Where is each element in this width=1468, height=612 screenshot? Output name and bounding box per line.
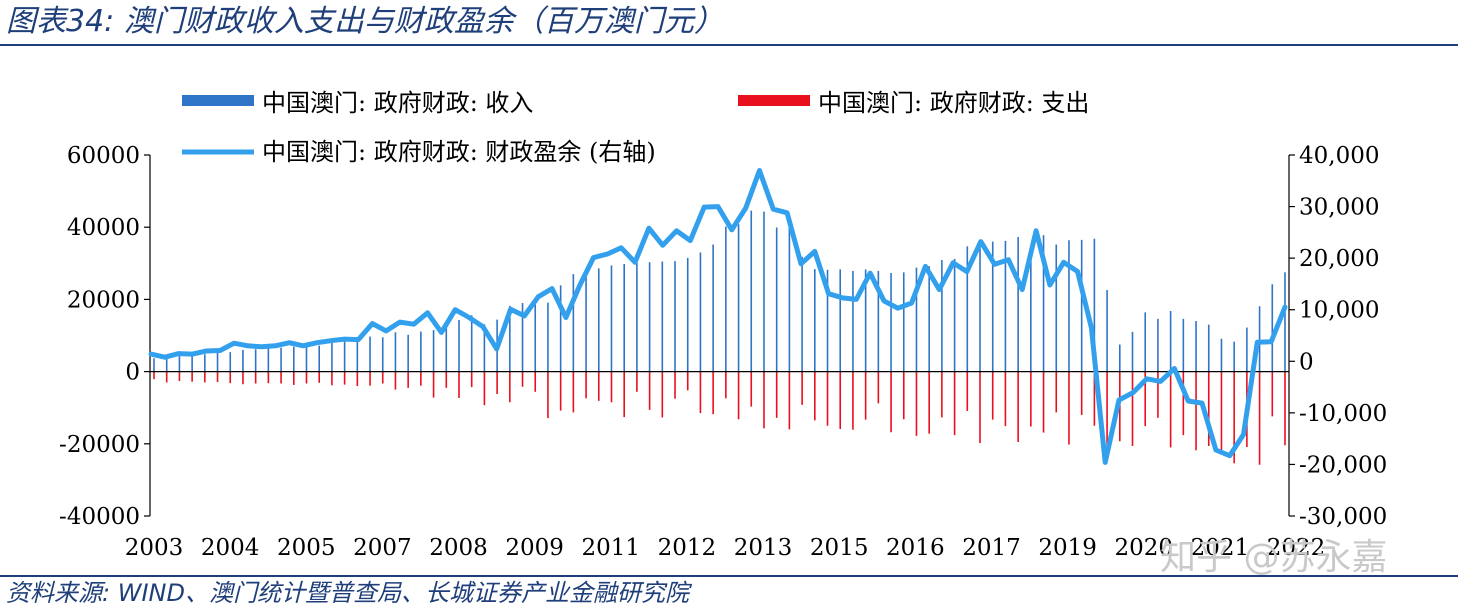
x-axis-tick-label: 2013 [734,535,793,561]
left-axis-tick-label: 60000 [67,143,140,169]
right-axis-tick-label: 10,000 [1299,298,1379,324]
x-axis-tick-label: 2012 [658,535,717,561]
x-axis-tick-label: 2016 [886,535,945,561]
right-axis-tick-label: 0 [1299,349,1314,375]
x-axis-tick-label: 2011 [582,535,641,561]
x-axis-tick-label: 2022 [1267,535,1326,561]
left-axis-tick-label: 0 [125,360,140,386]
x-axis-tick-label: 2008 [429,535,488,561]
x-axis-tick-label: 2004 [201,535,260,561]
chart-title: 图表34: 澳门财政收入支出与财政盈余（百万澳门元） [6,4,724,39]
left-axis-tick-label: 40000 [67,215,140,241]
x-axis-tick-label: 2007 [353,535,412,561]
x-axis-tick-label: 2009 [505,535,564,561]
axes: 60000 40000 20000 0 -20000 -40000 40,000 30,000… [59,143,1387,561]
x-axis-tick-label: 2015 [810,535,869,561]
surplus-line [148,168,1288,465]
chart-area: 60000 40000 20000 0 -20000 -40000 40,000 30,000… [59,89,1387,561]
right-axis-tick-label: -30,000 [1299,504,1387,530]
right-axis-tick-label: 20,000 [1299,246,1379,272]
legend-swatch-revenue [182,95,254,106]
x-axis-tick-label: 2019 [1038,535,1097,561]
revenue-bars [153,210,1286,372]
right-axis-tick-label: -10,000 [1299,401,1387,427]
watermark-text: 知乎 @苏永嘉 [1160,537,1388,578]
x-axis-tick-label: 2017 [962,535,1021,561]
right-axis-tick-label: 30,000 [1299,195,1379,221]
legend-label-surplus: 中国澳门: 政府财政: 财政盈余 (右轴) [262,138,656,166]
x-axis-tick-label: 2021 [1191,535,1250,561]
source-note: 资料来源: WIND、澳门统计暨普查局、长城证券产业金融研究院 [6,579,689,607]
x-axis-tick-label: 2003 [125,535,184,561]
right-axis-tick-label: -20,000 [1299,452,1387,478]
legend-label-expenditure: 中国澳门: 政府财政: 支出 [818,89,1089,117]
legend: 中国澳门: 政府财政: 收入 中国澳门: 政府财政: 支出 中国澳门: 政府财政… [182,89,1089,166]
surplus-line-layer [148,168,1288,465]
right-axis-tick-label: 40,000 [1299,143,1379,169]
header-rule [0,44,1458,46]
expenditure-bars [153,371,1286,465]
left-axis-tick-label: -40000 [59,504,140,530]
legend-label-revenue: 中国澳门: 政府财政: 收入 [262,89,533,117]
legend-swatch-expenditure [738,95,810,106]
x-axis-tick-label: 2005 [277,535,336,561]
left-axis-tick-label: 20000 [67,287,140,313]
footer-rule [0,575,1458,577]
left-axis-tick-label: -20000 [59,432,140,458]
x-axis-tick-label: 2020 [1114,535,1173,561]
